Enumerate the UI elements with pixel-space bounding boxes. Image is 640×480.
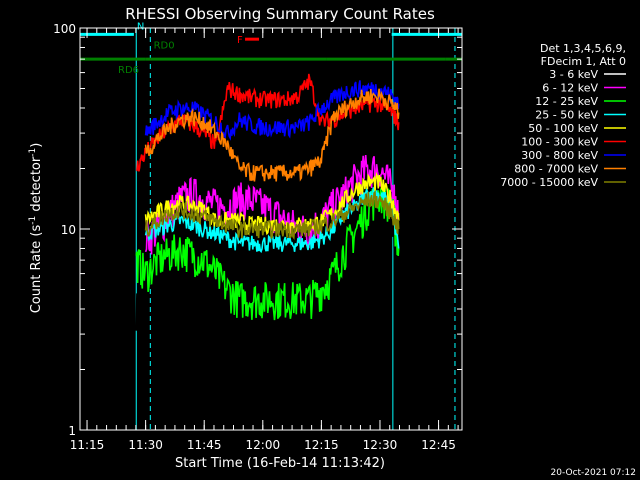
legend-label: 25 - 50 keV	[535, 109, 598, 122]
series-line-4	[144, 171, 400, 237]
legend-label: 300 - 800 keV	[521, 149, 598, 162]
series-line-5	[136, 73, 400, 172]
legend-label: 3 - 6 keV	[549, 68, 598, 81]
footer-date: 20-Oct-2021 07:12	[551, 468, 636, 478]
legend-label: 7000 - 15000 keV	[500, 176, 598, 189]
y-axis-label: Count Rate (s-1 detector-1)	[28, 143, 44, 314]
x-tick-label: 12:30	[363, 438, 398, 452]
legend-header: Det 1,3,4,5,6,9,	[540, 42, 626, 55]
annotation-n: N	[137, 21, 144, 32]
x-tick-label: 12:15	[304, 438, 339, 452]
legend-label: 12 - 25 keV	[535, 95, 598, 108]
legend-label: 100 - 300 keV	[521, 136, 598, 149]
annotation-f: F	[237, 35, 243, 46]
plot-area	[80, 28, 462, 430]
y-tick-label: 1	[68, 424, 76, 438]
y-tick-label: 100	[53, 22, 76, 36]
x-tick-label: 11:45	[187, 438, 222, 452]
annotation-rd6: RD6	[118, 65, 139, 76]
x-tick-label: 11:30	[128, 438, 163, 452]
series-line-7	[144, 88, 400, 182]
x-tick-label: 11:15	[70, 438, 105, 452]
x-tick-label: 12:00	[246, 438, 281, 452]
chart-title: RHESSI Observing Summary Count Rates	[125, 5, 435, 23]
legend-label: 50 - 100 keV	[528, 122, 598, 135]
x-axis-label: Start Time (16-Feb-14 11:13:42)	[175, 456, 385, 471]
series-line-6	[144, 80, 400, 141]
x-tick-label: 12:45	[421, 438, 456, 452]
legend-label: 6 - 12 keV	[542, 82, 598, 95]
legend-label: 800 - 7000 keV	[514, 163, 598, 176]
series-line-2	[135, 182, 400, 321]
annotation-rd0: RD0	[154, 40, 175, 51]
y-tick-label: 10	[61, 223, 76, 237]
series-line-8	[144, 190, 400, 240]
legend: Det 1,3,4,5,6,9,FDecim 1, Att 03 - 6 keV…	[500, 42, 626, 189]
legend-header: FDecim 1, Att 0	[541, 55, 626, 68]
